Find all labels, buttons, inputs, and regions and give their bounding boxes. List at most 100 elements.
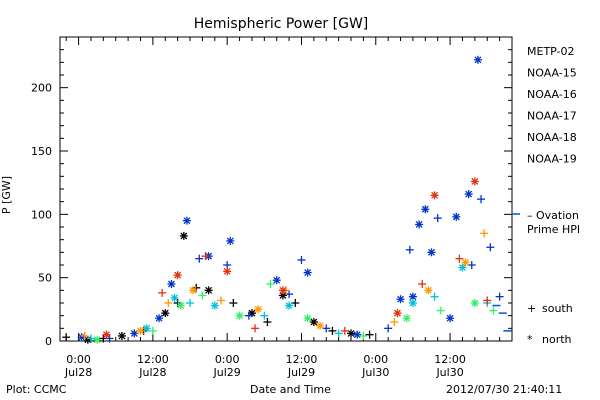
y-tick-label: 50	[38, 272, 52, 285]
data-point	[427, 248, 436, 257]
data-point	[251, 324, 260, 333]
data-point	[260, 311, 269, 320]
data-point	[322, 324, 331, 333]
data-point	[272, 276, 281, 285]
data-point	[467, 261, 476, 269]
data-point	[461, 258, 470, 267]
data-point	[179, 231, 188, 240]
x-axis: 0:00Jul2812:00Jul280:00Jul2912:00Jul290:…	[64, 37, 513, 379]
data-point	[436, 306, 445, 315]
legend-south-label: south	[542, 302, 573, 315]
data-point	[433, 214, 442, 223]
data-point	[396, 295, 405, 304]
data-point	[201, 252, 210, 261]
data-point	[415, 220, 424, 229]
chart-title: Hemispheric Power [GW]	[194, 16, 369, 32]
legend-entry: NOAA-17	[527, 110, 577, 123]
data-point	[182, 216, 191, 225]
data-point	[102, 330, 111, 339]
data-point	[204, 286, 213, 295]
data-point	[309, 318, 318, 326]
legend-ovation-line1: – Ovation	[527, 209, 579, 222]
data-point	[303, 268, 312, 277]
data-point	[93, 335, 102, 344]
data-point	[393, 309, 402, 318]
data-point	[189, 286, 198, 295]
footer-x-axis-title: Date and Time	[250, 383, 331, 396]
data-point	[155, 314, 164, 323]
data-point	[235, 311, 244, 320]
data-point	[303, 314, 312, 323]
x-tick-label-date: Jul29	[213, 366, 241, 379]
data-point	[473, 55, 482, 64]
data-point	[167, 280, 176, 288]
data-point	[424, 286, 433, 295]
data-point	[464, 190, 473, 199]
data-point	[80, 331, 89, 340]
data-point	[291, 299, 300, 307]
data-point	[480, 229, 489, 238]
data-point	[226, 236, 235, 245]
data-point	[489, 306, 498, 315]
data-point	[186, 299, 195, 307]
y-tick-label: 200	[31, 82, 52, 95]
data-point	[483, 296, 492, 305]
data-point	[173, 271, 182, 280]
data-point	[158, 288, 167, 297]
data-point	[402, 314, 411, 323]
y-tick-label: 150	[31, 145, 52, 158]
ovation-prime-series	[492, 304, 512, 332]
data-point	[418, 280, 427, 288]
data-point	[198, 291, 207, 300]
data-point	[254, 305, 263, 314]
footer-timestamp: 2012/07/30 21:40:11	[446, 383, 563, 396]
data-point	[136, 326, 145, 335]
data-point	[452, 212, 461, 221]
x-tick-label-date: Jul30	[435, 366, 463, 379]
legend-north-symbol: *	[527, 333, 533, 346]
x-tick-label-date: Jul29	[287, 366, 315, 379]
data-point	[216, 296, 225, 305]
data-point	[278, 286, 287, 295]
x-tick-label-date: Jul30	[361, 366, 389, 379]
data-point	[455, 254, 464, 263]
y-tick-label: 0	[45, 335, 52, 348]
data-point	[470, 177, 479, 186]
data-point	[195, 254, 204, 263]
legend-north-label: north	[542, 333, 572, 346]
data-point	[176, 301, 185, 310]
data-point	[495, 292, 504, 301]
data-point	[353, 330, 362, 339]
data-point	[347, 329, 356, 338]
data-point	[328, 326, 337, 335]
data-point	[210, 301, 219, 310]
legend-south-symbol: +	[527, 302, 536, 315]
data-point	[86, 334, 95, 343]
x-tick-label-time: 0:00	[215, 353, 240, 366]
data-point	[164, 299, 173, 307]
data-point	[117, 331, 126, 340]
data-point	[477, 195, 486, 204]
data-point	[285, 301, 294, 310]
x-tick-label-time: 0:00	[363, 353, 388, 366]
legend-ovation-line2: Prime HPI	[527, 223, 580, 236]
data-point	[266, 280, 275, 288]
data-point	[470, 299, 479, 307]
data-point	[430, 191, 439, 200]
footer-plot-credit: Plot: CCMC	[6, 383, 67, 396]
legend-entry: NOAA-15	[527, 67, 577, 80]
x-tick-label-time: 12:00	[286, 353, 318, 366]
data-point	[148, 326, 157, 335]
y-tick-label: 100	[31, 208, 52, 221]
x-tick-label-time: 12:00	[434, 353, 466, 366]
x-tick-label-time: 0:00	[66, 353, 91, 366]
legend-entry: NOAA-18	[527, 131, 577, 144]
legend-entry: NOAA-16	[527, 88, 577, 101]
data-point	[316, 321, 325, 330]
data-point	[142, 324, 151, 333]
legend-entry: METP-02	[527, 45, 575, 58]
data-point	[359, 331, 368, 340]
data-point	[130, 329, 139, 338]
data-point	[334, 329, 343, 338]
